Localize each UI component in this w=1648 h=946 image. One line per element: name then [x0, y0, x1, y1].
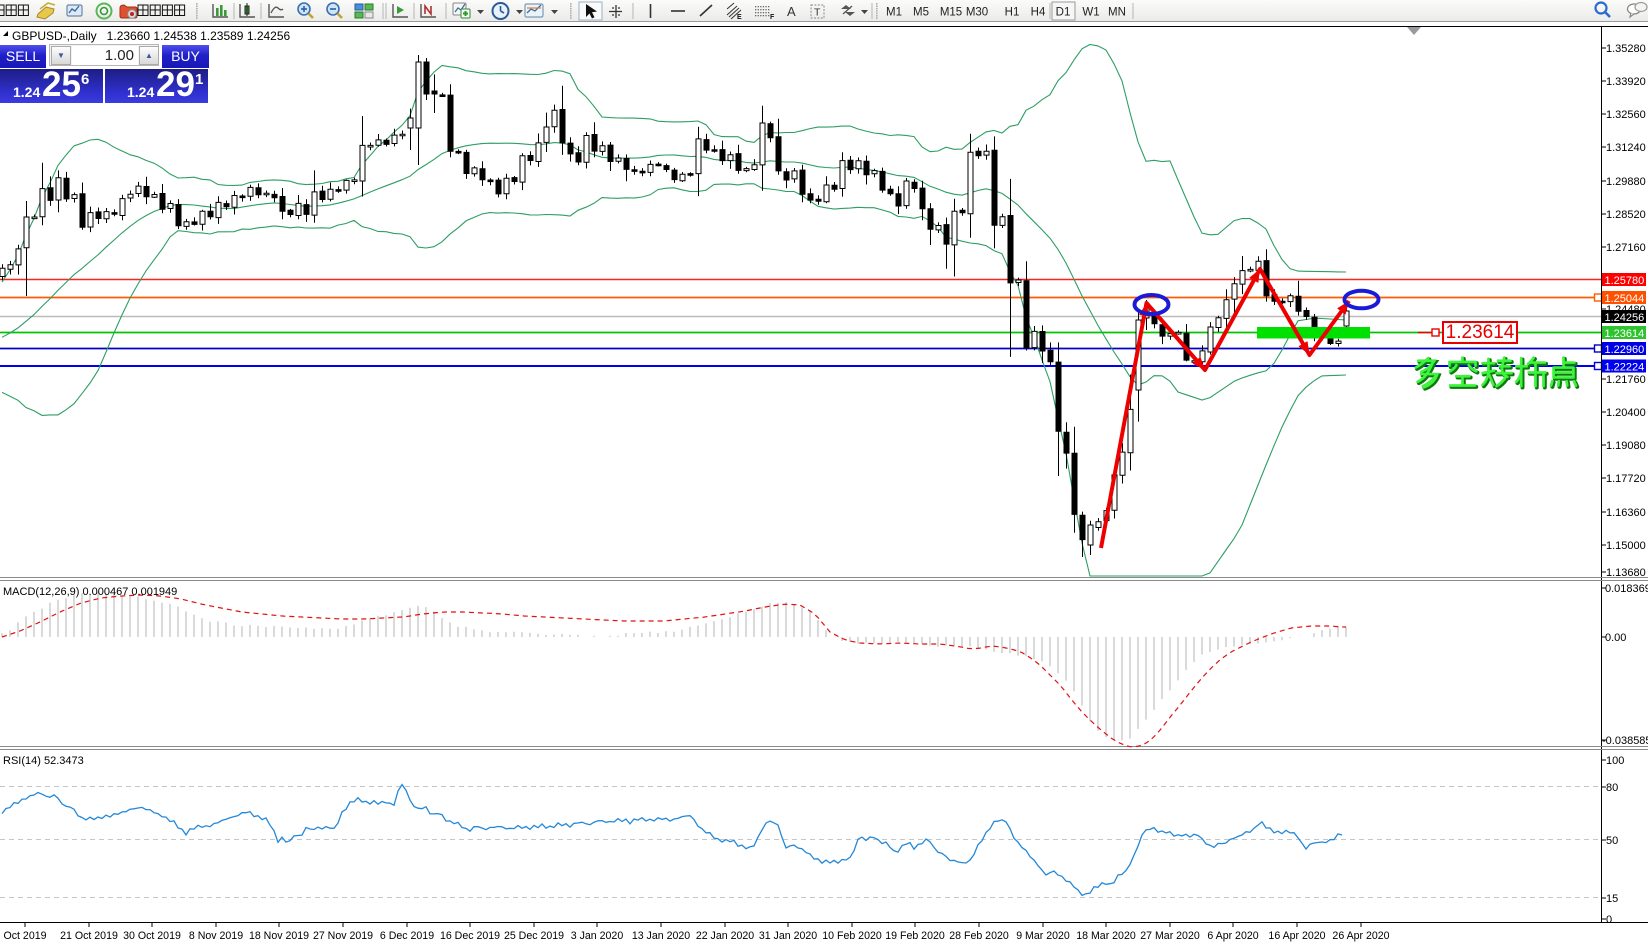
- svg-text:100: 100: [1606, 755, 1624, 767]
- svg-text:0.00: 0.00: [1605, 632, 1626, 644]
- svg-text:W1: W1: [1082, 7, 1099, 19]
- svg-text:0: 0: [1606, 914, 1612, 926]
- svg-text:1.24256: 1.24256: [1605, 312, 1645, 324]
- svg-text:1.16360: 1.16360: [1606, 507, 1646, 519]
- svg-text:M5: M5: [913, 7, 929, 19]
- svg-text:9 Mar 2020: 9 Mar 2020: [1016, 930, 1070, 942]
- svg-text:1.27160: 1.27160: [1606, 242, 1646, 254]
- svg-text:1.17720: 1.17720: [1606, 473, 1646, 485]
- svg-text:6 Apr 2020: 6 Apr 2020: [1207, 930, 1258, 942]
- svg-text:H4: H4: [1031, 7, 1046, 19]
- svg-text:M30: M30: [966, 7, 988, 19]
- svg-text:16 Apr 2020: 16 Apr 2020: [1268, 930, 1325, 942]
- svg-text:1.25044: 1.25044: [1605, 293, 1645, 305]
- svg-text:D1: D1: [1056, 7, 1071, 19]
- svg-text:Oct 2019: Oct 2019: [4, 930, 47, 942]
- svg-text:MN: MN: [1108, 7, 1126, 19]
- svg-text:18 Mar 2020: 18 Mar 2020: [1076, 930, 1136, 942]
- svg-text:RSI(14) 52.3473: RSI(14) 52.3473: [3, 755, 84, 767]
- svg-text:10 Feb 2020: 10 Feb 2020: [822, 930, 882, 942]
- svg-text:M15: M15: [940, 7, 962, 19]
- svg-text:31 Jan 2020: 31 Jan 2020: [759, 930, 817, 942]
- svg-text:30 Oct 2019: 30 Oct 2019: [123, 930, 181, 942]
- svg-text:6 Dec 2019: 6 Dec 2019: [380, 930, 434, 942]
- svg-text:1.20400: 1.20400: [1606, 407, 1646, 419]
- svg-text:80: 80: [1606, 782, 1618, 794]
- svg-text:50: 50: [1606, 835, 1618, 847]
- svg-text:-0.038585: -0.038585: [1602, 735, 1648, 747]
- svg-text:H1: H1: [1005, 7, 1020, 19]
- svg-text:25 Dec 2019: 25 Dec 2019: [504, 930, 564, 942]
- svg-text:1.28520: 1.28520: [1606, 209, 1646, 221]
- svg-text:16 Dec 2019: 16 Dec 2019: [440, 930, 500, 942]
- svg-text:M1: M1: [886, 7, 902, 19]
- svg-text:1.23614: 1.23614: [1605, 328, 1645, 340]
- svg-text:F: F: [770, 14, 775, 21]
- svg-text:1.19080: 1.19080: [1606, 440, 1646, 452]
- svg-text:A: A: [787, 4, 796, 19]
- svg-text:0.018369: 0.018369: [1605, 583, 1648, 595]
- svg-text:18 Nov 2019: 18 Nov 2019: [249, 930, 309, 942]
- svg-text:1.15000: 1.15000: [1606, 540, 1646, 552]
- svg-text:26 Apr 2020: 26 Apr 2020: [1332, 930, 1389, 942]
- svg-text:E: E: [737, 14, 742, 21]
- svg-text:21 Oct 2019: 21 Oct 2019: [60, 930, 118, 942]
- svg-text:T: T: [814, 7, 821, 19]
- svg-text:28 Feb 2020: 28 Feb 2020: [949, 930, 1009, 942]
- svg-text:1.22960: 1.22960: [1605, 344, 1645, 356]
- svg-text:1.32560: 1.32560: [1606, 109, 1646, 121]
- svg-text:27 Nov 2019: 27 Nov 2019: [313, 930, 373, 942]
- svg-text:8 Nov 2019: 8 Nov 2019: [189, 930, 243, 942]
- svg-text:22 Jan 2020: 22 Jan 2020: [696, 930, 754, 942]
- svg-text:1.35280: 1.35280: [1606, 43, 1646, 55]
- svg-text:GBPUSD-,Daily 1.23660 1.2453: GBPUSD-,Daily 1.23660 1.24538 1.23589 1.…: [12, 29, 291, 43]
- svg-text:3 Jan 2020: 3 Jan 2020: [571, 930, 624, 942]
- svg-text:13 Jan 2020: 13 Jan 2020: [632, 930, 690, 942]
- svg-text:1.21760: 1.21760: [1606, 374, 1646, 386]
- svg-text:19 Feb 2020: 19 Feb 2020: [885, 930, 945, 942]
- svg-text:1.29880: 1.29880: [1606, 176, 1646, 188]
- svg-text:27 Mar 2020: 27 Mar 2020: [1140, 930, 1200, 942]
- svg-text:1.22224: 1.22224: [1605, 362, 1645, 374]
- svg-text:1.13680: 1.13680: [1606, 567, 1646, 579]
- svg-text:1.25780: 1.25780: [1605, 275, 1645, 287]
- svg-text:15: 15: [1606, 893, 1618, 905]
- svg-text:MACD(12,26,9) 0.000467 0.00194: MACD(12,26,9) 0.000467 0.001949: [3, 586, 177, 598]
- svg-text:1.31240: 1.31240: [1606, 142, 1646, 154]
- svg-text:1.33920: 1.33920: [1606, 76, 1646, 88]
